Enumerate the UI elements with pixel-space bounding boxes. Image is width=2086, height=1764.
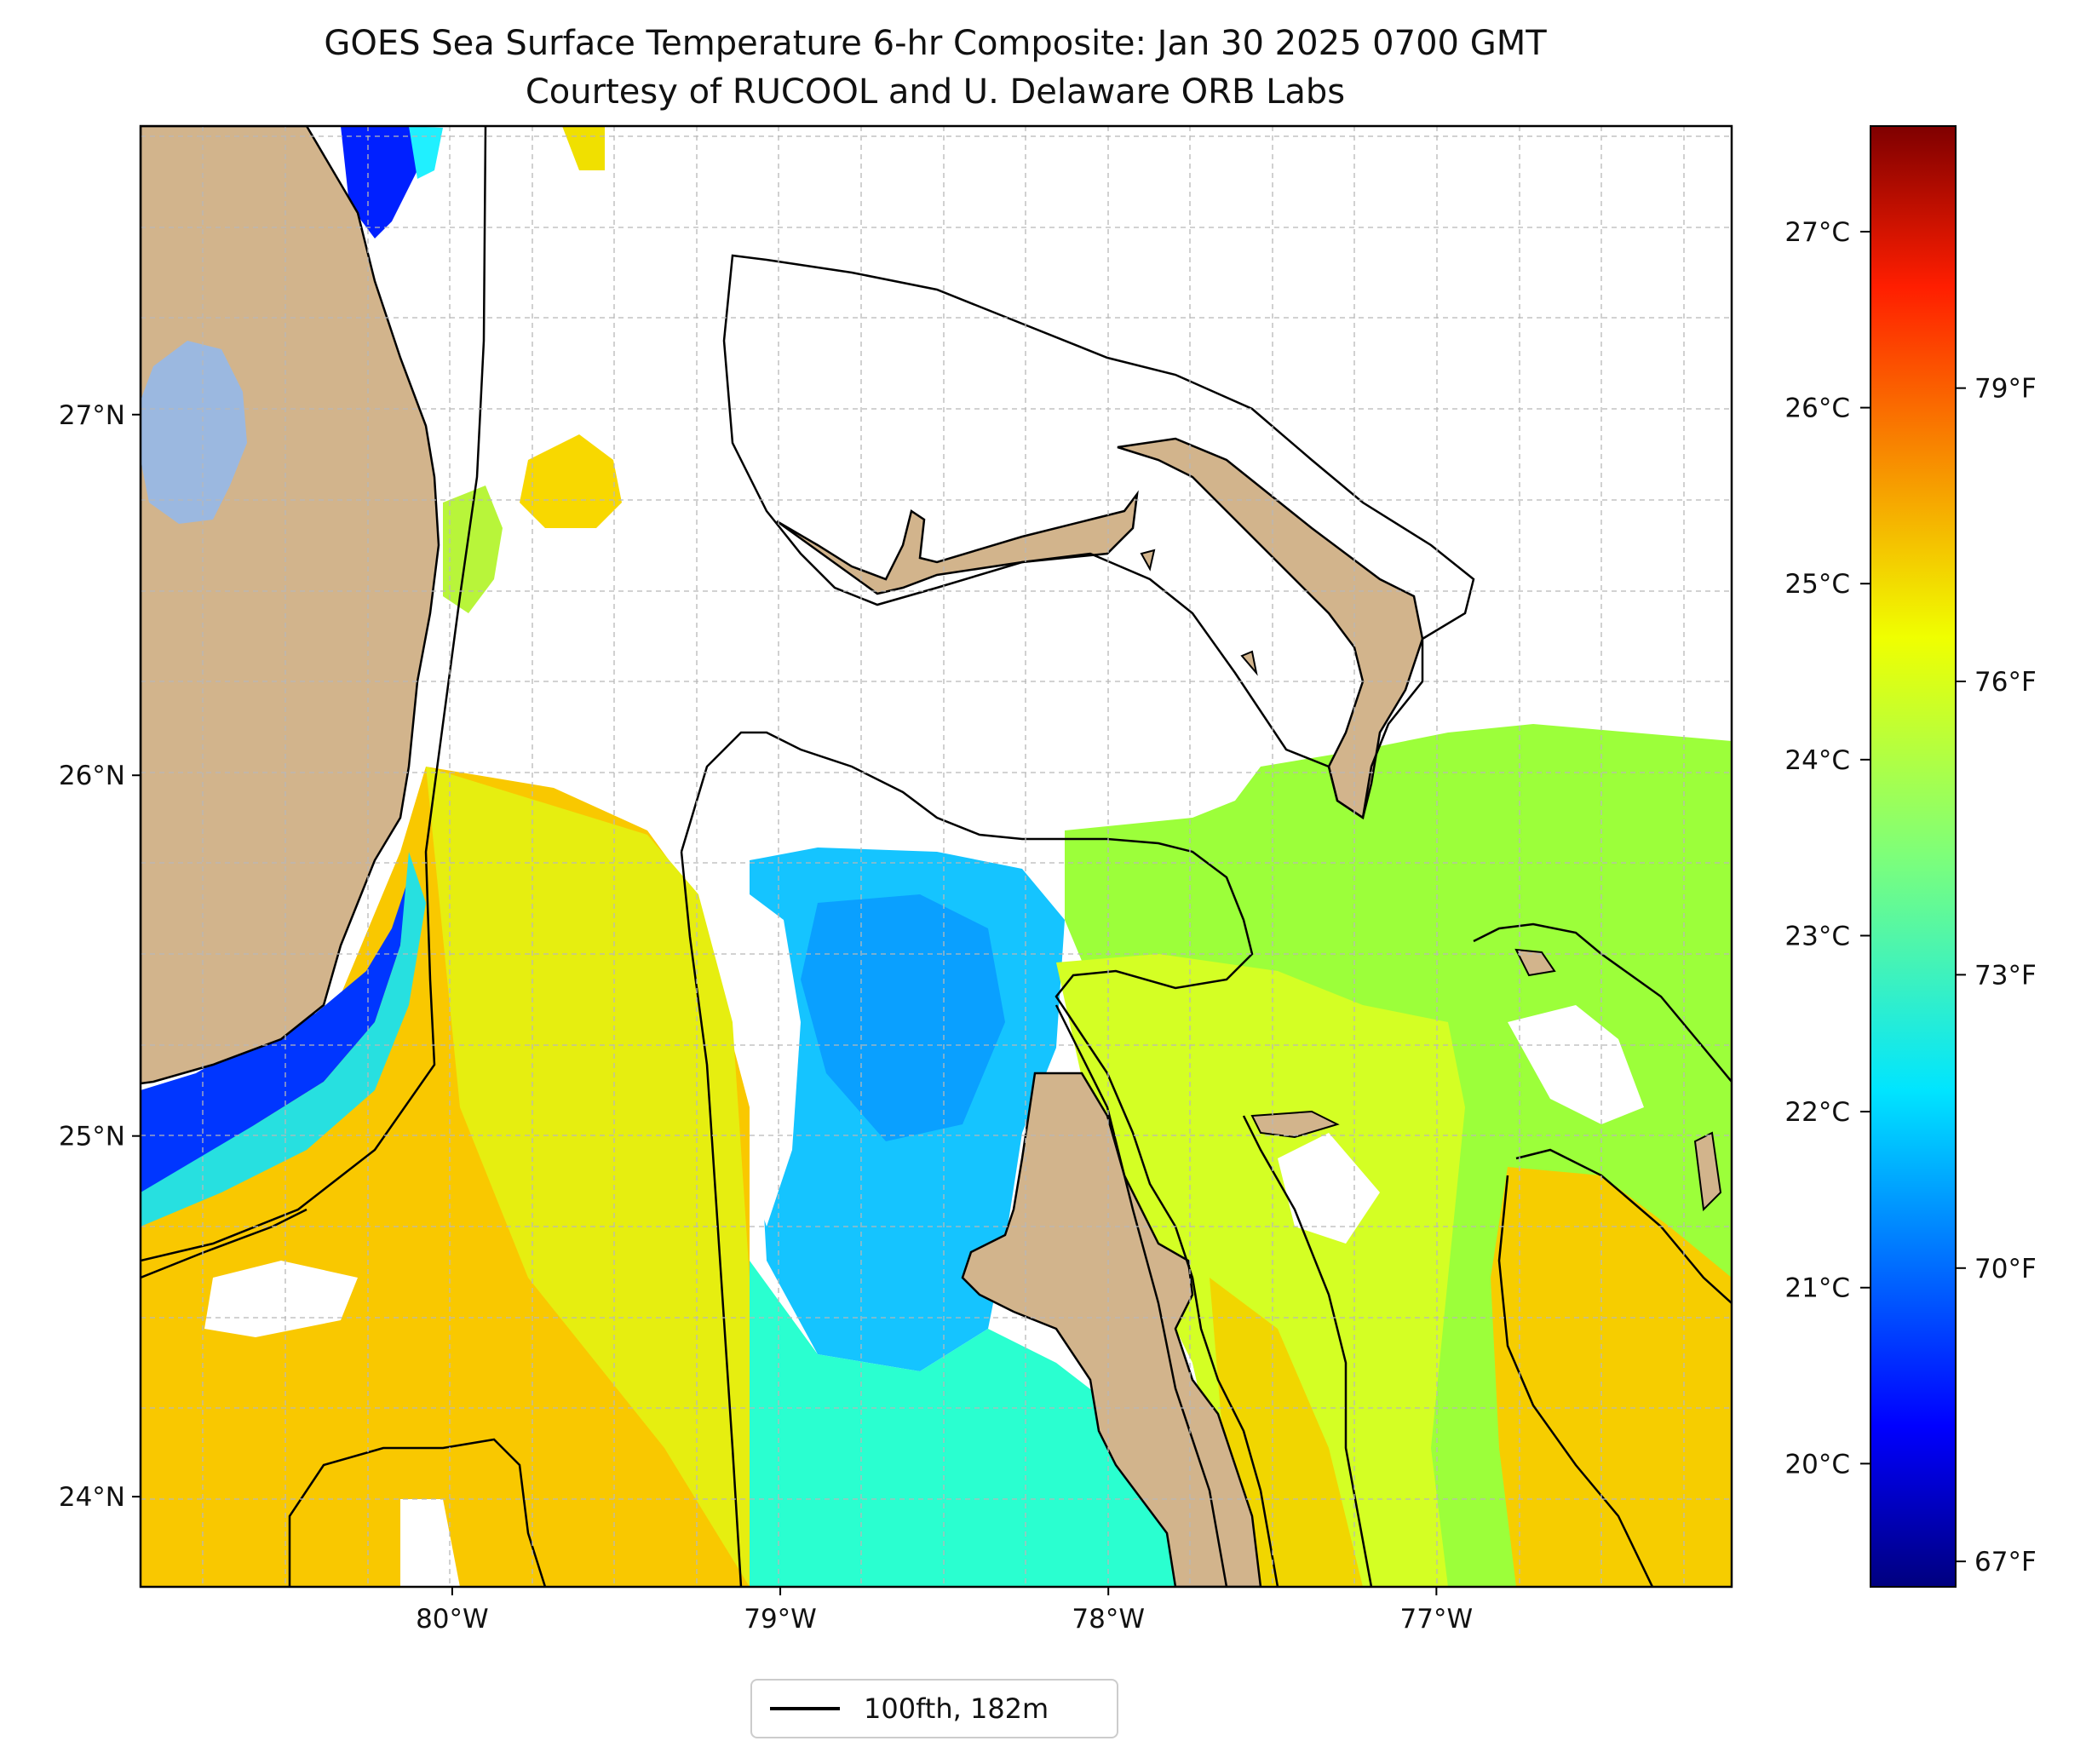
celsius-tick-label: 25°C: [1784, 569, 1850, 600]
grand-bahama-island: [776, 490, 1139, 595]
sst-field: [141, 126, 1732, 1587]
map-subtitle: Courtesy of RUCOOL and U. Delaware ORB L…: [526, 72, 1345, 112]
map-title: GOES Sea Surface Temperature 6-hr Compos…: [324, 24, 1547, 63]
isobath-exuma-sound: [1515, 1148, 1732, 1304]
legend-label-100fth: 100fth, 182m: [864, 1692, 1049, 1725]
sst-yellow-tongue: [1056, 954, 1465, 1587]
celsius-tick-label: 20°C: [1784, 1449, 1850, 1480]
fahrenheit-tick-label: 73°F: [1974, 960, 2037, 991]
isobath-florida-shelf: [141, 126, 487, 1262]
andros-island: [961, 1072, 1262, 1587]
map-panel: [141, 126, 1732, 1587]
map-frame: [139, 124, 1733, 1589]
sst-yellow-band: [426, 767, 767, 1587]
fahrenheit-tick-label: 70°F: [1974, 1254, 2037, 1284]
celsius-tick-label: 26°C: [1784, 394, 1850, 424]
berry-islands: [1250, 1110, 1340, 1139]
cloud-gap-3: [400, 1499, 460, 1587]
sst-warm-southeast: [1491, 1167, 1732, 1587]
lake-okeechobee: [141, 341, 247, 524]
sst-north-green-patch: [443, 486, 503, 613]
lat-tick-label: 25°N: [59, 1122, 125, 1152]
isobath-florida-keys: [141, 1208, 307, 1279]
lat-tick-label: 27°N: [59, 400, 125, 431]
lon-tick-label: 79°W: [744, 1604, 817, 1635]
lon-tick-label: 78°W: [1072, 1604, 1145, 1635]
sst-cool-core: [801, 894, 1005, 1141]
celsius-tick-label: 27°C: [1784, 217, 1850, 248]
axis-ticks: 80°W 79°W 78°W 77°W 27°N 26°N 25°N 24°N: [59, 400, 1473, 1635]
cloud-gap-1: [1508, 1005, 1644, 1124]
sst-north-aqua-patch: [409, 126, 443, 179]
legend: 100fth, 182m: [750, 1679, 1118, 1738]
fahrenheit-tick-label: 67°F: [1974, 1547, 2037, 1577]
isobath-little-bahama-bank: [722, 254, 1475, 820]
small-cay-1: [1140, 549, 1156, 572]
colorbar-gradient: [1870, 125, 1957, 1588]
colorbar: 20°C 21°C 22°C 23°C 24°C 25°C 26°C 27°C 67°F 70°F…: [1784, 125, 2037, 1588]
fahrenheit-tick-label: 76°F: [1974, 667, 2037, 698]
celsius-tick-label: 21°C: [1784, 1273, 1850, 1304]
eleuthera-fragment: [1514, 948, 1556, 977]
cloud-gap-4: [750, 894, 801, 1227]
isobath-eleuthera: [1473, 922, 1732, 1083]
celsius-tick-label: 23°C: [1784, 921, 1850, 951]
isobath-tongue-of-ocean-east: [1242, 1115, 1373, 1587]
sst-coastal-aqua: [141, 852, 426, 1227]
celsius-tick-label: 24°C: [1784, 745, 1850, 776]
sst-top-yellow-patch: [562, 126, 605, 170]
sst-north-yellow-patch: [520, 434, 622, 528]
celsius-tick-label: 22°C: [1784, 1097, 1850, 1128]
isobath-exuma-sound-inner: [1497, 1175, 1654, 1587]
sst-north-cold-patch: [341, 126, 417, 238]
lon-tick-label: 80°W: [416, 1604, 489, 1635]
legend-box: [750, 1679, 1118, 1738]
lon-tick-label: 77°W: [1400, 1604, 1474, 1635]
colorbar-ticks: 20°C 21°C 22°C 23°C 24°C 25°C 26°C 27°C 67°F 70°F…: [1784, 217, 2036, 1577]
land: [141, 126, 1722, 1587]
isobath-andros-west: [680, 851, 743, 1587]
isobath-tongue-of-ocean-west: [1054, 1004, 1228, 1587]
sst-aqua-belt: [750, 1261, 1210, 1587]
small-cay-2: [1240, 650, 1258, 676]
lat-tick-label: 24°N: [59, 1482, 125, 1513]
gridlines: [141, 126, 1732, 1587]
fahrenheit-tick-label: 79°F: [1974, 374, 2037, 405]
lat-tick-label: 26°N: [59, 761, 125, 791]
